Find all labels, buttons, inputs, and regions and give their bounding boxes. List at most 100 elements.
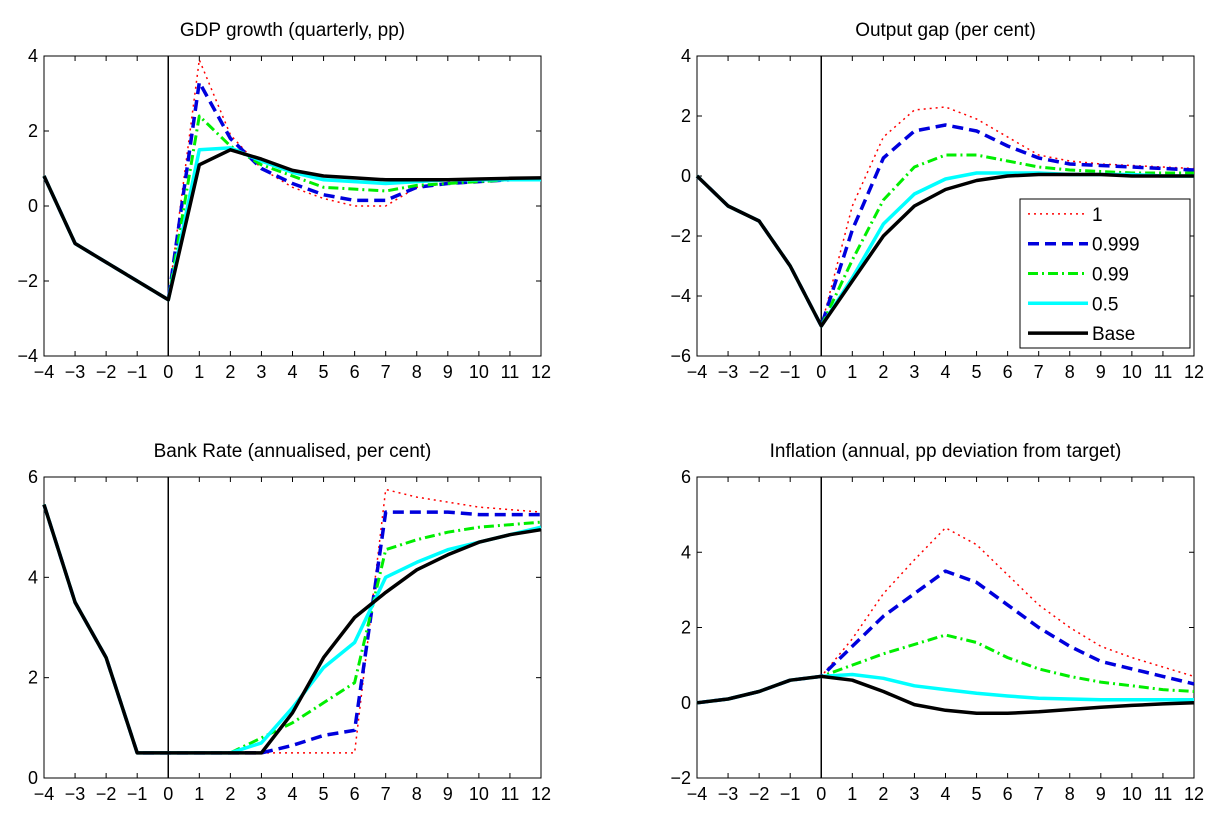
series-line-0-999 bbox=[695, 123, 1195, 328]
x-tick-label: 0 bbox=[163, 784, 173, 804]
series-line-base bbox=[695, 172, 1194, 328]
y-tick-label: 2 bbox=[681, 618, 691, 638]
x-tick-label: 3 bbox=[909, 362, 919, 382]
series-line-1 bbox=[43, 488, 542, 754]
y-tick-label: −4 bbox=[17, 346, 38, 366]
x-tick-label: 7 bbox=[1034, 784, 1044, 804]
x-tick-label: −1 bbox=[127, 362, 148, 382]
x-tick-label: 9 bbox=[1096, 362, 1106, 382]
x-tick-label: 8 bbox=[412, 362, 422, 382]
y-tick-label: 4 bbox=[681, 542, 691, 562]
y-tick-label: 6 bbox=[28, 467, 38, 487]
x-tick-label: 9 bbox=[443, 784, 453, 804]
x-tick-label: 0 bbox=[816, 362, 826, 382]
x-tick-label: 6 bbox=[1003, 362, 1013, 382]
x-tick-label: 10 bbox=[1122, 784, 1142, 804]
chart-title: Output gap (per cent) bbox=[855, 20, 1036, 41]
legend-entry-label: 1 bbox=[1092, 205, 1103, 226]
chart-title: Inflation (annual, pp deviation from tar… bbox=[770, 441, 1122, 462]
chart-panel-4: Inflation (annual, pp deviation from tar… bbox=[670, 441, 1204, 804]
x-tick-label: 0 bbox=[816, 784, 826, 804]
x-tick-label: 3 bbox=[909, 784, 919, 804]
x-tick-label: −3 bbox=[718, 362, 739, 382]
x-tick-label: 1 bbox=[194, 362, 204, 382]
legend-entry-label: 0.99 bbox=[1092, 265, 1129, 286]
x-tick-label: 5 bbox=[319, 784, 329, 804]
x-tick-label: 1 bbox=[847, 784, 857, 804]
y-tick-label: −6 bbox=[670, 346, 691, 366]
x-tick-label: 12 bbox=[1184, 362, 1204, 382]
x-tick-label: −2 bbox=[96, 362, 117, 382]
series-line-1 bbox=[696, 527, 1195, 704]
x-tick-label: 11 bbox=[501, 362, 520, 382]
x-tick-label: 10 bbox=[469, 784, 489, 804]
y-tick-label: 2 bbox=[28, 668, 38, 688]
x-tick-label: −2 bbox=[749, 362, 770, 382]
y-tick-label: 4 bbox=[681, 46, 691, 66]
y-tick-label: 4 bbox=[28, 567, 38, 587]
x-tick-label: 12 bbox=[531, 362, 551, 382]
x-tick-label: 7 bbox=[381, 784, 391, 804]
x-tick-label: 5 bbox=[972, 784, 982, 804]
legend-entry-label: 0.5 bbox=[1092, 294, 1118, 315]
x-tick-label: 7 bbox=[381, 362, 391, 382]
y-tick-label: 0 bbox=[681, 693, 691, 713]
y-tick-label: 2 bbox=[28, 121, 38, 141]
plot-area bbox=[43, 476, 542, 779]
x-tick-label: −4 bbox=[34, 362, 55, 382]
x-tick-label: 4 bbox=[287, 362, 297, 382]
x-tick-label: 12 bbox=[1184, 784, 1204, 804]
legend: 1 0.999 0.99 0.5 Base bbox=[1019, 198, 1191, 349]
plot-area bbox=[43, 55, 542, 357]
x-tick-label: 2 bbox=[878, 362, 888, 382]
series-line-0-999 bbox=[42, 80, 541, 302]
x-tick-label: 5 bbox=[972, 362, 982, 382]
y-tick-label: 2 bbox=[681, 106, 691, 126]
x-tick-label: −1 bbox=[780, 362, 801, 382]
x-tick-label: −2 bbox=[749, 784, 770, 804]
x-tick-label: 6 bbox=[350, 784, 360, 804]
x-tick-label: −4 bbox=[687, 784, 708, 804]
x-tick-label: 4 bbox=[940, 362, 950, 382]
x-tick-label: 11 bbox=[501, 784, 520, 804]
x-tick-label: −4 bbox=[687, 362, 708, 382]
chart-panel-1: GDP growth (quarterly, pp)−4 −3 −2 −1 0 1 2 3 4 5… bbox=[17, 20, 551, 382]
x-tick-label: 10 bbox=[1122, 362, 1142, 382]
x-tick-label: 7 bbox=[1034, 362, 1044, 382]
x-tick-label: 1 bbox=[194, 784, 204, 804]
x-tick-label: 8 bbox=[1065, 362, 1075, 382]
legend-entry-label: Base bbox=[1092, 324, 1135, 345]
x-tick-label: −1 bbox=[780, 784, 801, 804]
y-tick-label: −2 bbox=[670, 768, 691, 788]
x-tick-label: 9 bbox=[1096, 784, 1106, 804]
x-tick-label: 3 bbox=[256, 362, 266, 382]
x-tick-label: 10 bbox=[469, 362, 489, 382]
x-tick-label: 0 bbox=[163, 362, 173, 382]
x-tick-label: −3 bbox=[718, 784, 739, 804]
x-tick-label: 1 bbox=[847, 362, 857, 382]
series-line-base bbox=[42, 504, 542, 755]
plot-area bbox=[696, 476, 1195, 779]
x-tick-label: 2 bbox=[878, 784, 888, 804]
y-tick-label: 0 bbox=[28, 196, 38, 216]
x-tick-label: 8 bbox=[1065, 784, 1075, 804]
y-tick-label: −2 bbox=[17, 271, 38, 291]
chart-panel-2: Output gap (per cent)−4 −3 −2 −1 0 1 2 3 4 5 6 7 8 9 1… bbox=[670, 20, 1204, 382]
x-tick-label: 11 bbox=[1154, 784, 1173, 804]
x-tick-label: 2 bbox=[225, 784, 235, 804]
x-tick-label: 6 bbox=[350, 362, 360, 382]
y-tick-label: −4 bbox=[670, 286, 691, 306]
x-tick-label: −3 bbox=[65, 784, 86, 804]
x-tick-label: 4 bbox=[287, 784, 297, 804]
x-tick-label: 9 bbox=[443, 362, 453, 382]
y-tick-label: 4 bbox=[28, 46, 38, 66]
chart-title: GDP growth (quarterly, pp) bbox=[180, 20, 405, 41]
chart-panel-3: Bank Rate (annualised, per cent) −4 −3 −2 −1… bbox=[28, 441, 551, 804]
x-tick-label: 6 bbox=[1003, 784, 1013, 804]
y-tick-label: 0 bbox=[28, 768, 38, 788]
x-tick-label: 3 bbox=[256, 784, 266, 804]
x-tick-label: 5 bbox=[319, 362, 329, 382]
x-tick-label: −4 bbox=[34, 784, 55, 804]
chart-title: Bank Rate (annualised, per cent) bbox=[154, 441, 432, 462]
